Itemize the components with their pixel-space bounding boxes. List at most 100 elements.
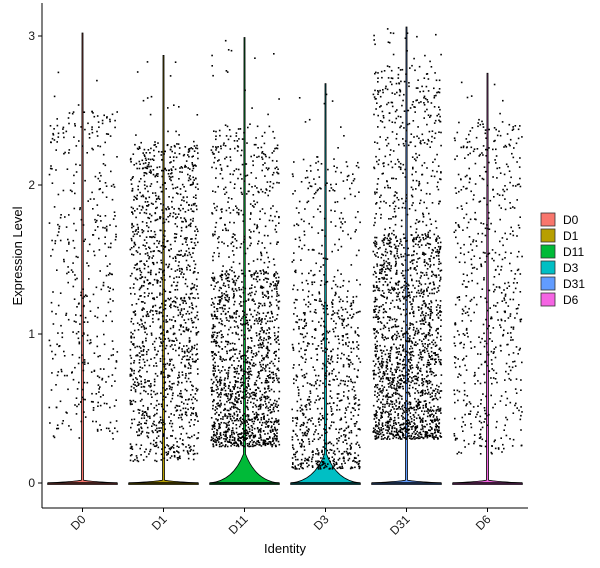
data-point [392,335,394,337]
data-point [258,346,260,349]
data-point [158,150,160,153]
data-point [333,158,335,160]
data-point [161,293,164,296]
data-point [231,406,233,408]
data-point [166,454,168,456]
data-point [313,384,315,387]
data-point [347,290,349,292]
data-point [159,345,161,347]
data-point [153,250,155,252]
data-point [263,392,266,394]
data-point [140,423,142,425]
data-point [152,192,154,194]
data-point [73,222,75,225]
data-point [271,320,273,323]
data-point [414,106,416,108]
data-point [224,389,227,392]
data-point [195,332,198,334]
data-point [245,193,248,195]
data-point [304,434,306,437]
data-point [115,361,118,363]
data-point [134,264,137,266]
data-point [329,384,331,386]
data-point [263,417,265,420]
data-point [225,270,228,272]
data-point [195,147,197,149]
data-point [160,229,162,232]
data-point [216,431,218,434]
data-point [111,340,114,342]
data-point [260,369,263,372]
data-point [346,442,348,445]
data-point [136,322,139,324]
data-point [211,438,213,441]
data-point [191,307,194,309]
data-point [306,332,308,335]
data-point [145,327,147,330]
data-point [416,272,418,275]
data-point [225,395,228,397]
data-point [184,190,187,192]
data-point [269,376,272,379]
data-point [146,313,149,315]
data-point [259,336,262,338]
data-point [256,201,259,204]
data-point [132,460,135,462]
data-point [148,380,150,382]
data-point [191,402,194,405]
data-point [156,392,159,395]
data-point [263,261,266,264]
data-point [410,407,413,410]
data-point [178,456,180,459]
data-point [220,208,222,211]
data-point [422,293,425,296]
data-point [257,386,259,389]
data-point [418,220,421,223]
data-point [146,61,149,63]
data-point [98,237,100,240]
data-point [255,442,257,444]
data-point [233,140,236,142]
data-point [167,374,169,377]
data-point [164,307,167,310]
data-point [240,243,243,245]
data-point [219,307,221,309]
data-point [227,415,229,418]
data-point [415,179,418,182]
data-point [428,130,431,133]
data-point [180,401,183,403]
data-point [236,386,239,389]
data-point [247,408,249,411]
data-point [305,372,308,375]
data-point [378,278,380,280]
data-point [261,421,264,424]
data-point [107,133,110,135]
data-point [132,207,134,210]
data-point [170,268,173,270]
data-point [143,361,146,363]
data-point [219,300,222,302]
data-point [233,295,235,298]
data-point [293,382,295,385]
data-point [322,362,324,365]
data-point [212,272,214,274]
data-point [432,352,435,354]
data-point [258,320,261,322]
data-point [264,153,267,156]
data-point [211,166,213,169]
data-point [257,275,259,278]
data-point [219,423,221,426]
data-point [340,306,343,309]
data-point [298,326,300,328]
data-point [140,301,143,303]
data-point [334,201,336,204]
data-point [143,417,146,419]
data-point [223,359,226,361]
data-point [301,467,303,469]
data-point [304,312,306,314]
data-point [131,418,133,421]
data-point [229,388,232,391]
data-point [359,428,361,431]
data-point [129,402,132,404]
data-point [162,435,164,437]
